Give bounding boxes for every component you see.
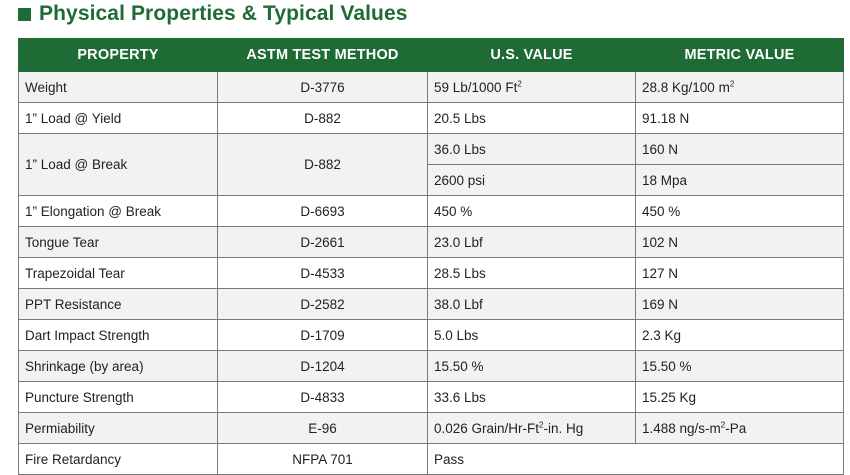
table-row: Weight D-3776 59 Lb/1000 Ft2 28.8 Kg/100… — [18, 71, 844, 103]
property-cell: 1” Elongation @ Break — [18, 195, 218, 227]
method-cell: D-2661 — [217, 226, 428, 258]
us-value-cell: 0.026 Grain/Hr-Ft2-in. Hg — [427, 412, 636, 444]
property-cell: Puncture Strength — [18, 381, 218, 413]
us-value-cell: 20.5 Lbs — [427, 102, 636, 134]
table-row: 2600 psi 18 Mpa — [19, 164, 844, 196]
method-cell: D-882 — [217, 133, 428, 196]
metric-value-cell: 15.25 Kg — [635, 381, 844, 413]
table-row: Dart Impact Strength D-1709 5.0 Lbs 2.3 … — [18, 319, 844, 351]
metric-value-cell: 2.3 Kg — [635, 319, 844, 351]
us-value-cell: 5.0 Lbs — [427, 319, 636, 351]
property-cell: Shrinkage (by area) — [18, 350, 218, 382]
metric-value-cell: 91.18 N — [635, 102, 844, 134]
properties-table: PROPERTY ASTM TEST METHOD U.S. VALUE MET… — [18, 38, 844, 475]
property-cell: Weight — [18, 71, 218, 103]
method-cell: D-3776 — [217, 71, 428, 103]
us-value-cell: 33.6 Lbs — [427, 381, 636, 413]
us-value-cell: 28.5 Lbs — [427, 257, 636, 289]
method-cell: D-1204 — [217, 350, 428, 382]
property-cell: PPT Resistance — [18, 288, 218, 320]
property-cell: Fire Retardancy — [18, 443, 218, 475]
property-cell: 1” Load @ Break — [18, 133, 218, 196]
header-property: PROPERTY — [18, 38, 218, 72]
table-row: Permiability E-96 0.026 Grain/Hr-Ft2-in.… — [18, 412, 844, 444]
us-value-cell: 15.50 % — [427, 350, 636, 382]
method-cell: D-4533 — [217, 257, 428, 289]
property-cell: Tongue Tear — [18, 226, 218, 258]
method-cell: D-4833 — [217, 381, 428, 413]
header-astm-method: ASTM TEST METHOD — [217, 38, 428, 72]
metric-value-cell: 450 % — [635, 195, 844, 227]
us-value-cell: 450 % — [427, 195, 636, 227]
bullet-square-icon — [18, 7, 31, 21]
metric-value-cell: 18 Mpa — [635, 164, 844, 196]
method-cell: D-2582 — [217, 288, 428, 320]
us-value-cell: 2600 psi — [427, 164, 636, 196]
metric-value-cell: 102 N — [635, 226, 844, 258]
us-value-cell: 59 Lb/1000 Ft2 — [427, 71, 636, 103]
table-row: Shrinkage (by area) D-1204 15.50 % 15.50… — [18, 350, 844, 382]
us-value-cell: 23.0 Lbf — [427, 226, 636, 258]
us-value-cell: Pass — [427, 443, 844, 475]
metric-value-cell: 169 N — [635, 288, 844, 320]
table-row: 1” Load @ Break D-882 36.0 Lbs 160 N — [18, 133, 844, 196]
header-us-value: U.S. VALUE — [427, 38, 636, 72]
method-cell: NFPA 701 — [217, 443, 428, 475]
property-cell: Dart Impact Strength — [18, 319, 218, 351]
metric-value-cell: 1.488 ng/s-m2-Pa — [635, 412, 844, 444]
table-header-row: PROPERTY ASTM TEST METHOD U.S. VALUE MET… — [18, 38, 844, 72]
metric-value-cell: 15.50 % — [635, 350, 844, 382]
table-row: PPT Resistance D-2582 38.0 Lbf 169 N — [18, 288, 844, 320]
table-row: Tongue Tear D-2661 23.0 Lbf 102 N — [18, 226, 844, 258]
section-title: Physical Properties & Typical Values — [39, 2, 408, 25]
header-metric-value: METRIC VALUE — [635, 38, 844, 72]
table-row: Puncture Strength D-4833 33.6 Lbs 15.25 … — [18, 381, 844, 413]
metric-value-cell: 127 N — [635, 257, 844, 289]
metric-value-cell: 28.8 Kg/100 m2 — [635, 71, 844, 103]
property-cell: 1” Load @ Yield — [18, 102, 218, 134]
table-row: Fire Retardancy NFPA 701 Pass — [18, 443, 844, 475]
us-value-cell: 38.0 Lbf — [427, 288, 636, 320]
method-cell: E-96 — [217, 412, 428, 444]
property-cell: Trapezoidal Tear — [18, 257, 218, 289]
property-cell: Permiability — [18, 412, 218, 444]
metric-value-cell: 160 N — [635, 133, 844, 165]
table-row: 1” Elongation @ Break D-6693 450 % 450 % — [18, 195, 844, 227]
section-heading: Physical Properties & Typical Values — [18, 0, 408, 28]
method-cell: D-1709 — [217, 319, 428, 351]
method-cell: D-6693 — [217, 195, 428, 227]
method-cell: D-882 — [217, 102, 428, 134]
table-row: 1” Load @ Yield D-882 20.5 Lbs 91.18 N — [18, 102, 844, 134]
us-value-cell: 36.0 Lbs — [427, 133, 636, 165]
table-row: Trapezoidal Tear D-4533 28.5 Lbs 127 N — [18, 257, 844, 289]
